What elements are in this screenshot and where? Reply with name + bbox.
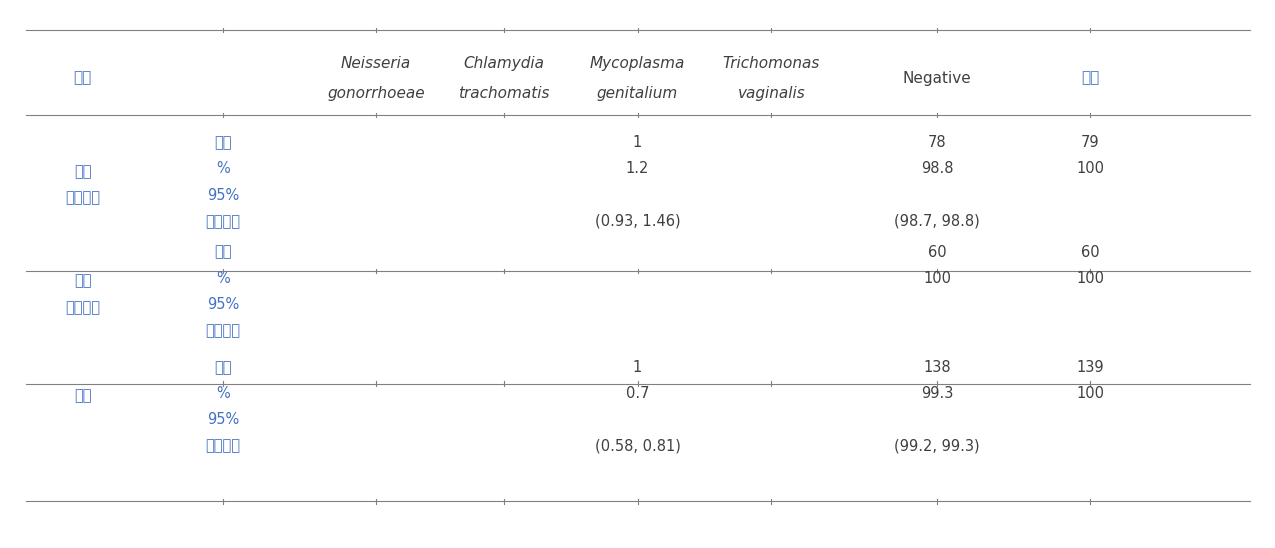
Text: 100: 100 (1076, 161, 1104, 176)
Text: Mycoplasma: Mycoplasma (590, 55, 685, 71)
Text: 신뢰구간: 신뢰구간 (205, 438, 241, 454)
Text: Trichomonas: Trichomonas (723, 55, 820, 71)
Text: 95%: 95% (207, 297, 240, 312)
Text: 합계: 합계 (1081, 71, 1099, 85)
Text: 인원: 인원 (214, 359, 232, 375)
Text: %: % (217, 386, 230, 401)
Text: 신뢰구간: 신뢰구간 (205, 323, 241, 339)
Text: 100: 100 (1076, 386, 1104, 401)
Text: 인원: 인원 (214, 135, 232, 150)
Text: 95%: 95% (207, 187, 240, 203)
Text: 대구: 대구 (74, 273, 92, 288)
Text: trachomatis: trachomatis (458, 85, 550, 101)
Text: 합계: 합계 (74, 389, 92, 403)
Text: Neisseria: Neisseria (340, 55, 412, 71)
Text: gonorrhoeae: gonorrhoeae (328, 85, 425, 101)
Text: Chlamydia: Chlamydia (463, 55, 544, 71)
Text: 138: 138 (923, 359, 951, 375)
Text: 종묘공원: 종묘공원 (65, 190, 101, 205)
Text: %: % (217, 271, 230, 286)
Text: 인원: 인원 (214, 244, 232, 260)
Text: %: % (217, 161, 230, 176)
Text: 79: 79 (1081, 135, 1099, 150)
Text: (0.58, 0.81): (0.58, 0.81) (594, 438, 681, 454)
Text: 달성공원: 달성공원 (65, 300, 101, 315)
Text: 60: 60 (928, 244, 946, 260)
Text: 0.7: 0.7 (626, 386, 649, 401)
Text: 95%: 95% (207, 412, 240, 427)
Text: 1: 1 (632, 135, 643, 150)
Text: 60: 60 (1081, 244, 1099, 260)
Text: 1.2: 1.2 (626, 161, 649, 176)
Text: genitalium: genitalium (597, 85, 678, 101)
Text: 78: 78 (928, 135, 946, 150)
Text: 139: 139 (1076, 359, 1104, 375)
Text: (98.7, 98.8): (98.7, 98.8) (894, 214, 980, 229)
Text: vaginalis: vaginalis (737, 85, 806, 101)
Text: Negative: Negative (903, 71, 972, 85)
Text: 100: 100 (1076, 271, 1104, 286)
Text: (0.93, 1.46): (0.93, 1.46) (594, 214, 681, 229)
Text: 99.3: 99.3 (921, 386, 954, 401)
Text: 100: 100 (923, 271, 951, 286)
Text: (99.2, 99.3): (99.2, 99.3) (894, 438, 980, 454)
Text: 1: 1 (632, 359, 643, 375)
Text: 98.8: 98.8 (921, 161, 954, 176)
Text: 지역: 지역 (74, 71, 92, 85)
Text: 신뢰구간: 신뢰구간 (205, 214, 241, 229)
Text: 서울: 서울 (74, 164, 92, 179)
